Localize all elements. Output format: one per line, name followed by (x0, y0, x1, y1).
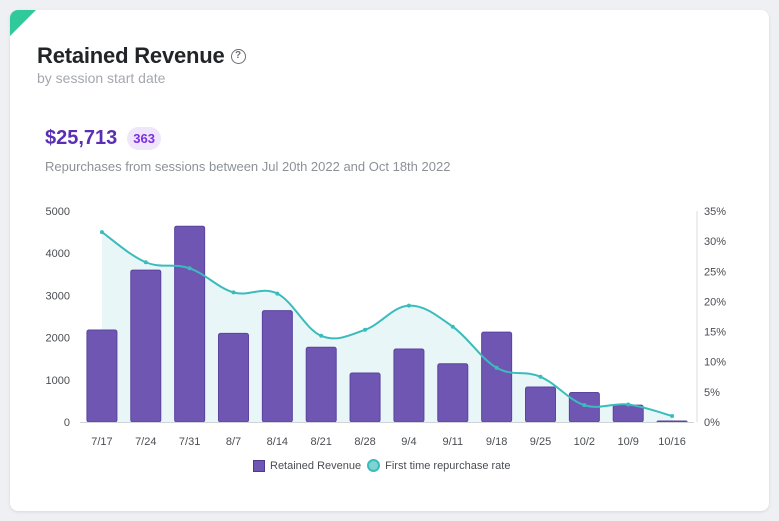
y-left-tick-label: 0 (64, 417, 70, 429)
y-left-tick-label: 2000 (46, 333, 70, 345)
x-tick-label: 8/28 (354, 436, 375, 448)
revenue-bar (612, 404, 644, 423)
legend-revenue-label: Retained Revenue (270, 459, 362, 472)
y-right-tick-label: 10% (704, 357, 726, 369)
x-tick-label: 9/18 (486, 436, 507, 448)
rate-point (187, 266, 192, 271)
rate-point (670, 413, 675, 418)
y-right-tick-label: 30% (704, 236, 726, 248)
card-subtitle: by session start date (37, 70, 166, 86)
rate-point (538, 374, 543, 379)
rate-line (101, 231, 673, 417)
revenue-bar (174, 225, 206, 423)
y-right-tick-label: 0% (704, 417, 720, 429)
legend-item-rate[interactable]: First time repurchase rate (367, 459, 510, 472)
rate-point (99, 230, 104, 235)
rate-point (406, 303, 411, 308)
count-badge: 363 (127, 127, 161, 150)
y-right-tick-label: 15% (704, 327, 726, 339)
summary-description: Repurchases from sessions between Jul 20… (45, 159, 451, 174)
rate-point (450, 324, 455, 329)
legend-bar-swatch (253, 459, 265, 472)
revenue-bar (261, 310, 293, 423)
x-tick-label: 10/9 (618, 436, 639, 448)
chart-legend: Retained Revenue First time repurchase r… (253, 459, 516, 472)
revenue-bar (305, 346, 337, 423)
x-tick-label: 8/21 (311, 436, 332, 448)
rate-point (494, 365, 499, 370)
y-right-tick-label: 20% (704, 296, 726, 308)
legend-line-swatch (367, 459, 381, 472)
revenue-bar (656, 420, 688, 423)
revenue-bar (86, 329, 118, 423)
rate-point (363, 327, 368, 332)
x-tick-label: 9/4 (401, 436, 416, 448)
revenue-bar (525, 386, 556, 423)
x-tick-label: 9/11 (442, 436, 463, 448)
rate-point (143, 260, 148, 265)
summary-row: $25,713 363 (45, 127, 161, 150)
rate-point (275, 291, 280, 296)
y-left-tick-label: 3000 (46, 290, 70, 302)
y-right-tick-label: 35% (704, 206, 726, 218)
revenue-bar (349, 372, 381, 423)
x-tick-label: 8/7 (226, 436, 241, 448)
x-tick-label: 7/17 (91, 436, 112, 448)
revenue-bar (218, 332, 249, 423)
revenue-chart: 0 1000 2000 3000 4000 5000 0% 5% 10% 15% 20% 25% 30%… (46, 206, 727, 448)
x-tick-label: 10/2 (574, 436, 595, 448)
rate-point (582, 403, 587, 408)
y-right-tick-label: 25% (704, 266, 726, 278)
card-title: Retained Revenue (37, 43, 225, 68)
x-tick-label: 7/24 (135, 436, 156, 448)
y-left-tick-label: 4000 (46, 248, 70, 260)
x-tick-label: 8/14 (267, 436, 288, 448)
x-tick-label: 7/31 (179, 436, 200, 448)
x-tick-label: 9/25 (530, 436, 551, 448)
help-icon[interactable]: ? (230, 48, 246, 64)
retained-revenue-card: Retained Revenue ? by session start date… (10, 10, 769, 511)
total-revenue: $25,713 (45, 127, 118, 149)
y-left-tick-label: 5000 (46, 206, 70, 218)
y-right-tick-label: 5% (704, 387, 720, 399)
rate-point (626, 402, 631, 407)
revenue-bar (481, 331, 513, 423)
revenue-bar (437, 363, 469, 423)
legend-item-revenue[interactable]: Retained Revenue (253, 459, 362, 472)
revenue-bar (130, 269, 162, 423)
corner-accent (10, 10, 36, 36)
rate-point (319, 333, 324, 338)
title-row: Retained Revenue ? (37, 43, 246, 69)
revenue-bar (393, 348, 425, 423)
x-tick-label: 10/16 (658, 436, 686, 448)
y-left-tick-label: 1000 (46, 375, 70, 387)
legend-rate-label: First time repurchase rate (385, 459, 511, 472)
rate-point (231, 290, 236, 295)
